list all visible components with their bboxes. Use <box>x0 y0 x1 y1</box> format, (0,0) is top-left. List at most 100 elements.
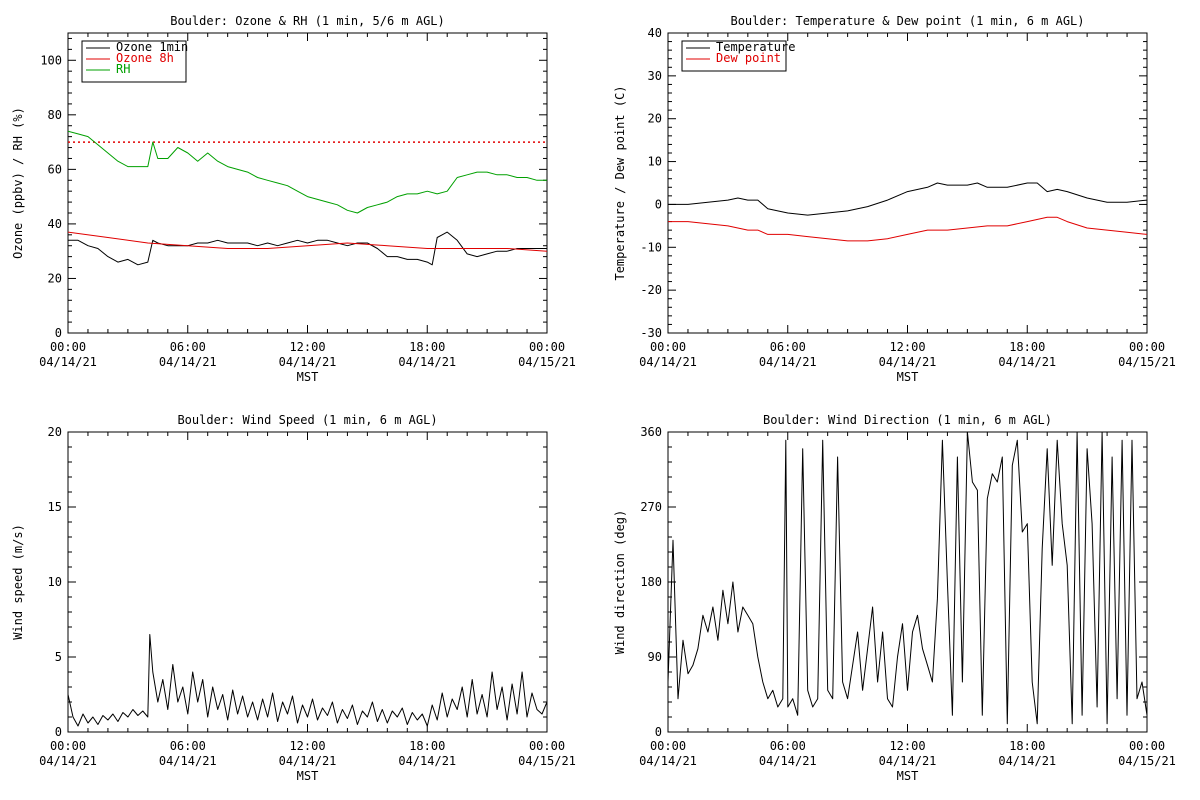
temperature-dewpoint-y-tick-label: 30 <box>648 69 662 83</box>
temperature-dewpoint-x-tick-label-time: 06:00 <box>770 340 806 354</box>
ozone-rh-y-tick-label: 100 <box>40 53 62 67</box>
wind-direction-y-tick-label: 180 <box>640 575 662 589</box>
wind-direction-y-tick-label: 0 <box>655 725 662 739</box>
ozone-rh-series-group <box>68 130 547 214</box>
temperature-dewpoint-x-tick-label-time: 00:00 <box>650 340 686 354</box>
temperature-dewpoint-y-tick-label: 20 <box>648 112 662 126</box>
wind-speed-x-tick-label-time: 12:00 <box>289 739 325 753</box>
wind-direction-y-tick-label: 360 <box>640 425 662 439</box>
wind-speed-y-axis-label: Wind speed (m/s) <box>11 524 25 640</box>
ozone-rh-y-tick-label: 20 <box>48 271 62 285</box>
ozone-rh-y-axis-label: Ozone (ppbv) / RH (%) <box>11 107 25 259</box>
wind-direction-x-tick-label-time: 18:00 <box>1009 739 1045 753</box>
wind-speed-y-tick-label: 0 <box>55 725 62 739</box>
temperature-dewpoint-legend-label: Dew point <box>716 51 781 65</box>
ozone-rh-x-tick-label-date: 04/14/21 <box>39 355 97 369</box>
wind-speed-y-tick-label: 20 <box>48 425 62 439</box>
temperature-dewpoint-x-tick-label-time: 12:00 <box>889 340 925 354</box>
wind-speed-plot-frame <box>67 431 548 733</box>
wind-speed-series-wind-speed-line <box>68 634 547 727</box>
wind-speed-x-tick-label-date: 04/14/21 <box>159 754 217 768</box>
ozone-rh-series-group <box>68 231 547 266</box>
wind-speed-x-tick-label-date: 04/14/21 <box>39 754 97 768</box>
temperature-dewpoint-plot-frame <box>667 32 1148 334</box>
ozone-rh-x-tick-label-time: 12:00 <box>289 340 325 354</box>
temperature-dewpoint-series-group <box>668 216 1147 242</box>
temperature-dewpoint-legend-label: Temperature <box>716 40 795 54</box>
temperature-dewpoint-y-tick-label: 40 <box>648 26 662 40</box>
wind-speed-x-axis-label: MST <box>297 769 319 783</box>
wind-direction-x-axis-label: MST <box>897 769 919 783</box>
ozone-rh-y-tick-label: 0 <box>55 326 62 340</box>
temperature-dewpoint-x-axis-label: MST <box>897 370 919 384</box>
temperature-dewpoint-x-tick-label-date: 04/14/21 <box>759 355 817 369</box>
wind-speed-y-tick-label: 10 <box>48 575 62 589</box>
wind-direction-x-tick-label-time: 00:00 <box>650 739 686 753</box>
ozone-rh-legend-label: RH <box>116 62 130 76</box>
ozone-rh-legend-label: Ozone 1min <box>116 40 188 54</box>
ozone-rh-series-rh-line <box>68 130 547 214</box>
wind-speed-x-tick-label-date: 04/14/21 <box>279 754 337 768</box>
temperature-dewpoint-x-tick-label-date: 04/14/21 <box>639 355 697 369</box>
wind-speed-y-tick-label: 5 <box>55 650 62 664</box>
temperature-dewpoint-y-tick-label: -20 <box>640 283 662 297</box>
wind-speed-title: Boulder: Wind Speed (1 min, 6 m AGL) <box>177 413 437 427</box>
wind-direction-x-tick-label-date: 04/14/21 <box>879 754 937 768</box>
ozone-rh-x-tick-label-time: 18:00 <box>409 340 445 354</box>
ozone-rh-x-tick-label-date: 04/14/21 <box>159 355 217 369</box>
temperature-dewpoint-title: Boulder: Temperature & Dew point (1 min,… <box>730 14 1084 28</box>
wind-direction-x-tick-label-date: 04/14/21 <box>639 754 697 768</box>
ozone-rh-y-tick-label: 80 <box>48 108 62 122</box>
temperature-dewpoint-series-dew-point-line <box>668 216 1147 242</box>
temperature-dewpoint-x-tick-label-time: 00:00 <box>1129 340 1165 354</box>
temperature-dewpoint-y-tick-label: -10 <box>640 240 662 254</box>
wind-direction-y-tick-label: 90 <box>648 650 662 664</box>
temperature-dewpoint-x-tick-label-time: 18:00 <box>1009 340 1045 354</box>
ozone-rh-x-tick-label-date: 04/15/21 <box>518 355 576 369</box>
ozone-rh-x-tick-label-time: 06:00 <box>170 340 206 354</box>
wind-direction-x-tick-label-time: 00:00 <box>1129 739 1165 753</box>
wind-direction-series-wind-direction-line <box>668 432 1147 725</box>
wind-direction-x-tick-label-time: 06:00 <box>770 739 806 753</box>
wind-direction-y-axis-label: Wind direction (deg) <box>613 510 627 655</box>
ozone-rh-chart: Boulder: Ozone & RH (1 min, 5/6 m AGL)00… <box>11 14 576 384</box>
ozone-rh-x-tick-label-date: 04/14/21 <box>279 355 337 369</box>
temperature-dewpoint-chart: Boulder: Temperature & Dew point (1 min,… <box>613 14 1176 384</box>
temperature-dewpoint-y-tick-label: 0 <box>655 197 662 211</box>
temperature-dewpoint-x-tick-label-date: 04/14/21 <box>998 355 1056 369</box>
temperature-dewpoint-x-tick-label-date: 04/14/21 <box>879 355 937 369</box>
wind-speed-x-tick-label-time: 00:00 <box>529 739 565 753</box>
wind-speed-x-tick-label-time: 18:00 <box>409 739 445 753</box>
wind-speed-x-tick-label-date: 04/14/21 <box>398 754 456 768</box>
ozone-rh-title: Boulder: Ozone & RH (1 min, 5/6 m AGL) <box>170 14 445 28</box>
wind-direction-series-group <box>668 432 1147 725</box>
temperature-dewpoint-series-group <box>668 182 1147 216</box>
ozone-rh-series-ozone-8h-line <box>68 231 547 252</box>
wind-direction-x-tick-label-date: 04/14/21 <box>759 754 817 768</box>
wind-direction-x-tick-label-date: 04/14/21 <box>998 754 1056 768</box>
ozone-rh-x-tick-label-time: 00:00 <box>50 340 86 354</box>
ozone-rh-x-axis-label: MST <box>297 370 319 384</box>
wind-speed-y-tick-label: 15 <box>48 500 62 514</box>
temperature-dewpoint-x-tick-label-date: 04/15/21 <box>1118 355 1176 369</box>
wind-direction-y-tick-label: 270 <box>640 500 662 514</box>
temperature-dewpoint-y-tick-label: 10 <box>648 155 662 169</box>
temperature-dewpoint-y-tick-label: -30 <box>640 326 662 340</box>
wind-speed-series-group <box>68 634 547 727</box>
wind-direction-x-tick-label-date: 04/15/21 <box>1118 754 1176 768</box>
ozone-rh-y-tick-label: 60 <box>48 162 62 176</box>
temperature-dewpoint-series-temperature-line <box>668 182 1147 216</box>
ozone-rh-series-ozone-1min-line <box>68 231 547 266</box>
temperature-dewpoint-legend-box <box>681 40 787 72</box>
wind-speed-x-tick-label-time: 06:00 <box>170 739 206 753</box>
ozone-rh-x-tick-label-date: 04/14/21 <box>398 355 456 369</box>
temperature-dewpoint-y-axis-label: Temperature / Dew point (C) <box>613 85 627 280</box>
ozone-rh-x-tick-label-time: 00:00 <box>529 340 565 354</box>
ozone-rh-series-group <box>68 231 547 252</box>
ozone-rh-legend-label: Ozone 8h <box>116 51 174 65</box>
wind-speed-chart: Boulder: Wind Speed (1 min, 6 m AGL) 00:0… <box>11 413 576 783</box>
wind-direction-chart: Boulder: Wind Direction (1 min, 6 m AGL)… <box>613 413 1176 783</box>
wind-speed-x-tick-label-time: 00:00 <box>50 739 86 753</box>
wind-direction-x-tick-label-time: 12:00 <box>889 739 925 753</box>
